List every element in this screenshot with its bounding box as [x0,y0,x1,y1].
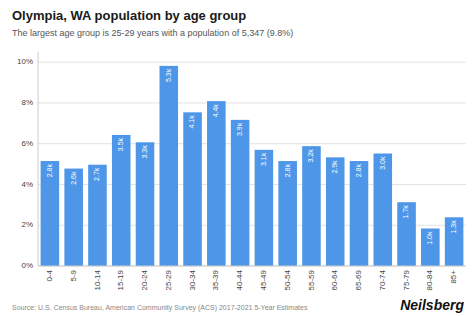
x-tick-label: 20-24 [140,269,149,290]
bar-label: 2.8k [355,164,362,178]
grid-line [38,62,466,63]
bar [136,142,155,266]
bar-label: 2.8k [284,164,291,178]
bar [231,120,250,266]
y-tick-label: 0% [21,261,33,270]
x-tick-label: 65-69 [354,269,363,290]
bar-label: 2.6k [70,171,77,185]
bar-label: 1.3k [450,220,457,234]
grid-line [38,143,466,144]
bar [445,217,464,266]
branding: Neilsberg [400,297,464,313]
bar [41,161,60,266]
x-tick-label: 5-9 [69,269,78,281]
bar [374,153,393,266]
x-tick-label: 55-59 [307,269,316,290]
bars [41,66,464,266]
y-tick-label: 6% [21,139,33,148]
bar-label: 2.9k [331,160,338,174]
grid [38,62,466,266]
bar [278,161,297,266]
bar-label: 3.1k [260,152,267,166]
y-tick-label: 10% [17,57,33,66]
x-tick-label: 15-19 [116,269,125,290]
bar-label: 2.7k [93,167,100,181]
bar [160,66,179,266]
chart: Olympia, WA population by age group The l… [0,0,474,316]
bar-label: 3.3k [141,145,148,159]
bar-label: 3.2k [307,149,314,163]
bar [255,150,274,266]
bar [397,202,416,266]
bar-label: 3.5k [117,137,124,151]
y-tick-label: 2% [21,220,33,229]
x-tick-label: 80-84 [425,269,434,290]
x-tick-label: 30-34 [188,269,197,290]
bar-label: 1.7k [402,205,409,219]
bar-label: 1.0k [426,231,433,245]
bar [183,112,202,266]
bar [302,146,321,266]
bar-label: 4.4k [212,104,219,118]
bar [326,157,345,266]
y-tick-label: 4% [21,180,33,189]
grid-line [38,266,466,267]
bar [421,228,440,266]
bar-label: 5.3k [165,68,172,82]
x-tick-label: 0-4 [45,269,54,281]
bar [64,169,83,266]
source: Source: U.S. Census Bureau, American Com… [12,304,308,312]
x-tick-label: 50-54 [283,269,292,290]
bar-labels: 2.8k 2.6k 2.7k 3.5k 3.3k 5.3k 4.1k 4.4k 3.9k 3.1k… [46,68,457,244]
bar-label: 4.1k [188,115,195,129]
x-tick-label: 85+ [449,270,458,284]
bar [207,101,226,266]
x-axis-line [38,266,466,267]
grid-line [38,102,466,103]
x-tick-label: 60-64 [330,269,339,290]
x-tick-label: 70-74 [378,269,387,290]
x-tick-label: 40-44 [235,269,244,290]
y-tick-label: 8% [21,98,33,107]
x-tick-label: 45-49 [259,269,268,290]
x-tick-label: 75-79 [402,269,411,290]
x-tick-label: 10-14 [93,269,102,290]
y-axis-line [38,52,39,266]
bar-label: 3.9k [236,122,243,136]
x-tick-label: 25-29 [164,269,173,290]
subtitle: The largest age group is 25-29 years wit… [12,28,293,38]
bar [112,135,131,266]
bar-label: 2.8k [46,164,53,178]
title: Olympia, WA population by age group [12,8,246,23]
bar [350,161,369,266]
x-tick-label: 35-39 [211,269,220,290]
bar-label: 3.0k [379,156,386,170]
bar [88,165,107,266]
